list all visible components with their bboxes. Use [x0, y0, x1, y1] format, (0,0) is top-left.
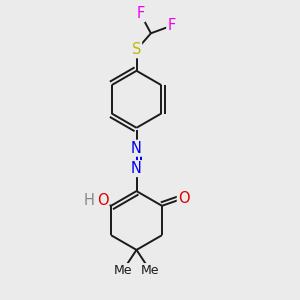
Text: N: N [131, 161, 142, 176]
Text: F: F [167, 18, 176, 33]
Text: Me: Me [114, 264, 132, 277]
Text: N: N [131, 141, 142, 156]
Text: O: O [97, 193, 109, 208]
Text: F: F [136, 6, 145, 21]
Text: O: O [178, 191, 189, 206]
Text: S: S [132, 42, 141, 57]
Text: Me: Me [141, 264, 159, 277]
Text: H: H [84, 193, 94, 208]
